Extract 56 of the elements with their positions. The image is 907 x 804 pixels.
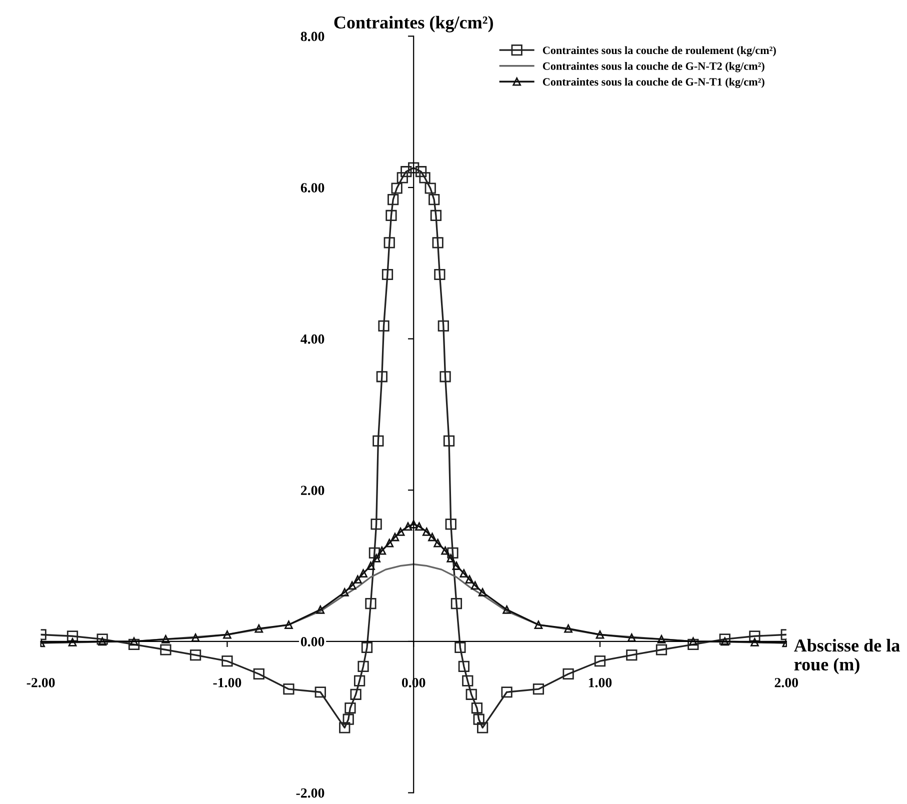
legend-label: Contraintes sous la couche de G-N-T1 (kg/cm²) xyxy=(542,78,764,88)
point xyxy=(390,532,400,542)
point xyxy=(130,637,138,646)
point xyxy=(657,634,666,644)
point xyxy=(452,562,461,570)
point xyxy=(478,588,487,596)
point xyxy=(465,575,474,584)
point xyxy=(502,605,511,614)
point xyxy=(428,532,436,542)
point xyxy=(441,546,450,555)
point xyxy=(378,546,386,555)
point xyxy=(720,637,730,646)
point xyxy=(446,554,456,562)
y-tick-label: 0.00 xyxy=(300,637,324,646)
point xyxy=(340,588,349,596)
point xyxy=(460,569,468,578)
point xyxy=(534,620,543,629)
legend-label: Contraintes sous la couche de G-N-T2 (kg/cm²) xyxy=(542,62,764,72)
point xyxy=(689,637,698,646)
point xyxy=(68,638,77,646)
x-axis-title: Abscisse de la roue (m) xyxy=(794,638,900,674)
point xyxy=(396,528,405,536)
point xyxy=(254,624,264,633)
legend-label: Contraintes sous la couche de roulement (kg/cm²) xyxy=(542,46,776,56)
point xyxy=(223,630,232,639)
point xyxy=(470,581,480,590)
point xyxy=(596,630,604,639)
point xyxy=(348,581,356,590)
point xyxy=(422,528,431,536)
y-axis-title: Contraintes (kg/cm²) xyxy=(334,16,493,32)
y-tick-label: 2.00 xyxy=(300,486,324,496)
point xyxy=(409,520,418,528)
y-tick-label: 8.00 xyxy=(300,32,324,42)
point xyxy=(404,522,412,531)
point xyxy=(359,569,368,578)
point xyxy=(284,620,293,629)
x-tick-label: 2.00 xyxy=(774,678,798,688)
x-tick-label: -1.00 xyxy=(213,678,242,688)
x-tick-label: 1.00 xyxy=(588,678,612,688)
point xyxy=(98,637,106,646)
point xyxy=(366,562,375,570)
x-tick-label: -2.00 xyxy=(26,678,55,688)
y-tick-label: -2.00 xyxy=(296,788,324,798)
point xyxy=(191,633,200,642)
point xyxy=(316,605,325,614)
point xyxy=(564,624,572,633)
point xyxy=(750,638,759,646)
y-tick-label: 4.00 xyxy=(300,334,324,344)
y-tick-label: 6.00 xyxy=(300,183,324,193)
point xyxy=(434,538,442,548)
point xyxy=(354,575,362,584)
point xyxy=(415,522,424,531)
point xyxy=(372,554,380,562)
point xyxy=(162,634,170,644)
point xyxy=(385,538,394,548)
point xyxy=(628,633,636,642)
